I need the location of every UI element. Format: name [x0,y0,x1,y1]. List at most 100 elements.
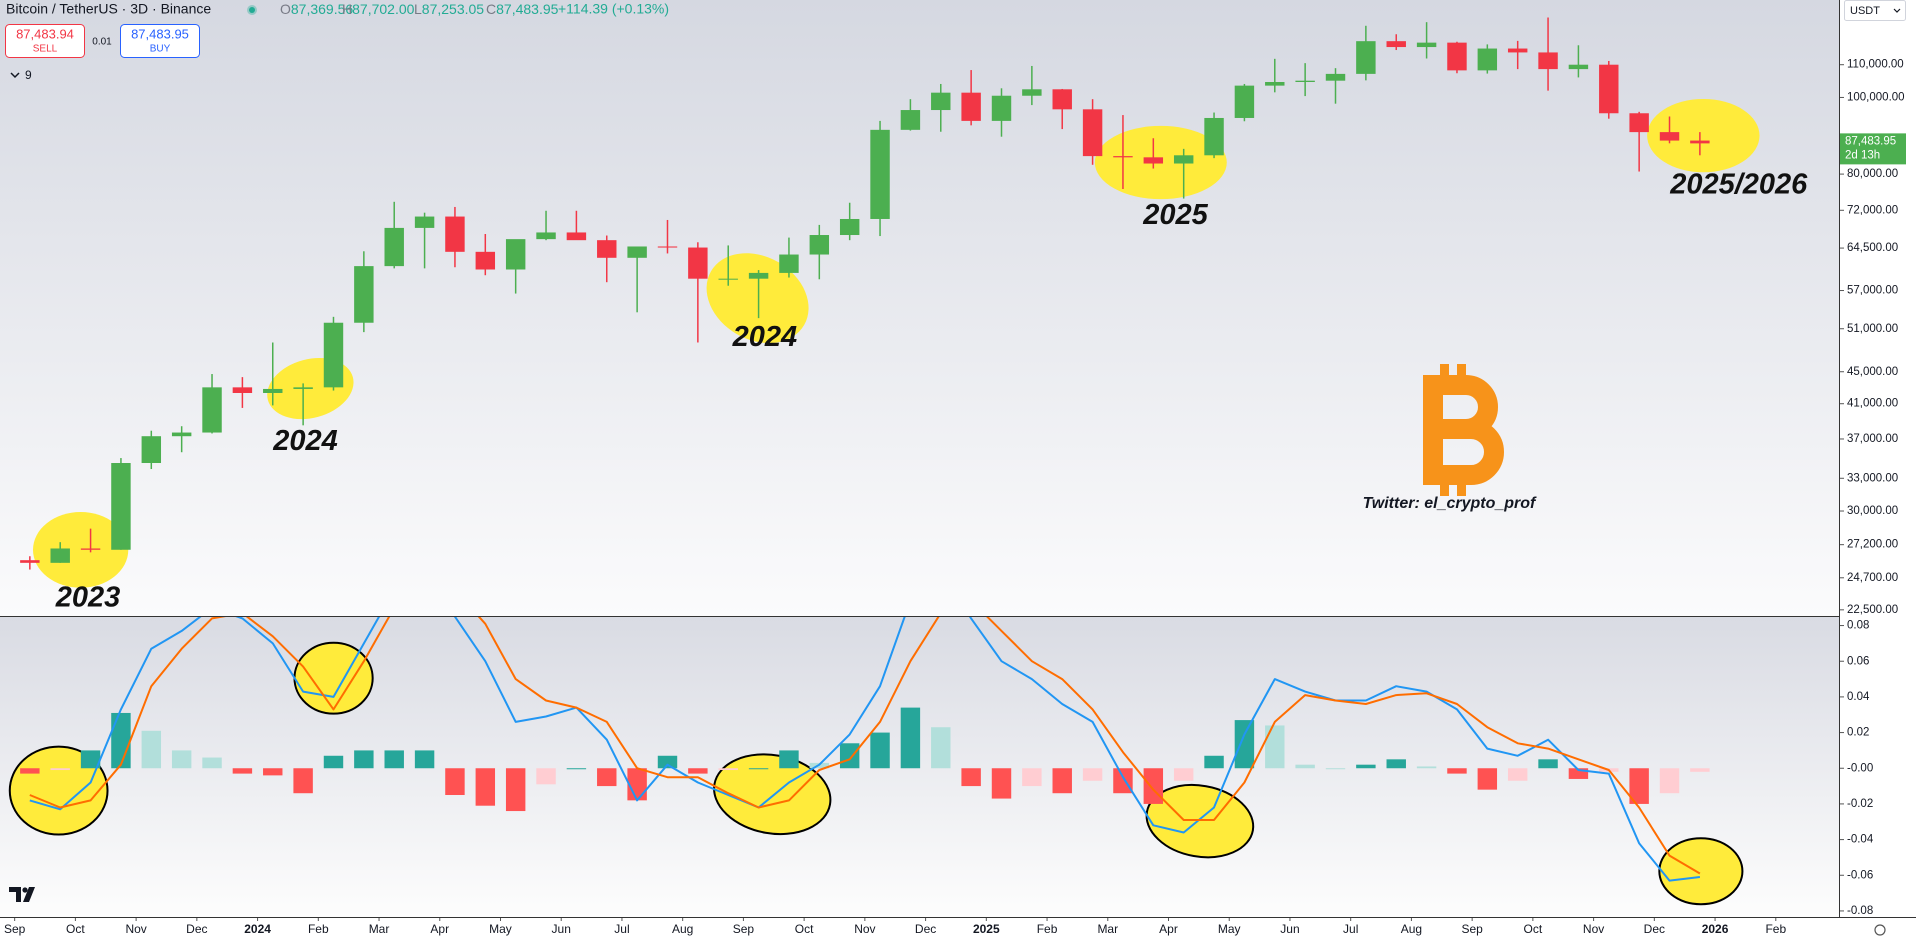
sell-label[interactable]: SELL [33,44,58,55]
ohlc-value: 87,702.00 [352,1,414,17]
y-tick-label: 57,000.00 [1847,285,1898,297]
candle-body [1477,48,1498,71]
histogram-bar [414,750,435,769]
y-tick-label: 27,200.00 [1847,539,1898,551]
price-plot [20,17,1760,588]
histogram-bar [1295,764,1315,769]
y-tick-label: -0.08 [1847,905,1873,917]
ohlc-value: 87,483.95 [496,1,558,17]
candle-body [323,322,344,388]
highlight-ellipse [32,511,129,588]
histogram-bar [354,750,374,769]
ohlc-low: L87,253.05 [414,1,484,17]
candle-body [1629,113,1649,133]
y-tick-label: -0.04 [1847,834,1874,846]
y-tick-label: 64,500.00 [1847,242,1898,254]
sell-price[interactable]: 87,483.94 [16,26,74,41]
x-tick-label: Apr [1159,922,1178,936]
annotation-label: 2025/2026 [1669,168,1808,200]
x-tick-label: Aug [672,922,693,936]
candle-body [141,436,162,464]
histogram-bar [1538,759,1558,769]
x-tick-label: Sep [4,922,26,936]
histogram-bar [475,768,496,806]
logo-tick [1440,478,1449,496]
y-tick-label: 0.04 [1847,691,1870,703]
histogram-bar [566,768,587,770]
candle-body [991,95,1012,121]
currency-box[interactable] [1844,0,1906,21]
histogram-bar [1477,768,1498,790]
histogram-bar [293,768,313,794]
x-tick-label: Jul [614,922,629,936]
tv-logo-dot [22,887,28,893]
x-tick-label: Nov [1583,922,1604,936]
buy-price[interactable]: 87,483.95 [131,26,189,41]
tv-logo [9,887,35,902]
macd-plot [8,617,1744,906]
histogram-bar [20,768,40,774]
watermark: Twitter: el_crypto_prof [1363,495,1537,512]
symbol-title: Bitcoin / TetherUS · 3D · Binance [6,1,211,17]
candle-body [1356,41,1376,74]
histogram-bar [232,768,253,774]
x-tick-label: Dec [915,922,936,936]
ohlc-key: L [414,1,422,17]
histogram-bar [991,768,1012,799]
candle-body [354,266,374,323]
x-tick-label: Nov [854,922,875,936]
annotation-label: 2023 [55,581,121,613]
histogram-bar [1082,768,1103,781]
histogram-bar [1113,768,1133,794]
currency-label[interactable]: USDT [1850,5,1880,17]
currency-button[interactable]: USDT [1844,0,1906,21]
histogram-bar [1265,725,1285,769]
histogram-bar [384,750,404,769]
x-tick-label: Oct [66,922,85,936]
y-tick-label: 30,000.00 [1847,505,1898,517]
histogram-bar [202,757,222,769]
x-tick-label: Feb [308,922,329,936]
sell-button[interactable]: 87,483.94 SELL [5,24,85,58]
histogram-bar [323,755,344,769]
y-tick-label: -0.00 [1847,762,1873,774]
x-tick-label: Jun [1280,922,1299,936]
x-tick-label: Oct [795,922,814,936]
settings-icon[interactable] [1874,924,1886,936]
histogram-bar [961,768,981,787]
histogram-bar [50,768,70,771]
candle-body [627,246,647,258]
x-tick-label: May [1218,922,1241,936]
collapse-chevron[interactable] [10,72,20,79]
indicator-count[interactable]: 9 [25,68,32,82]
sell-box[interactable] [5,24,85,58]
buy-box[interactable] [120,24,200,58]
highlight-circle [1658,837,1744,906]
quantity[interactable]: 0.01 [92,37,112,48]
candle-body [1173,155,1194,164]
logo-tick [1457,478,1466,496]
ohlc-key: C [486,1,496,17]
buy-button[interactable]: 87,483.95 BUY [120,24,200,58]
candle-body [171,432,192,437]
x-tick-label: Aug [1401,922,1422,936]
ohlc-key: O [280,1,291,17]
candle-body [1690,140,1710,144]
candle-body [870,129,890,219]
candle-body [1416,42,1437,48]
candle-body [688,247,708,279]
x-tick-label: Feb [1037,922,1058,936]
candle-body [657,246,678,248]
x-tick-label: Oct [1524,922,1543,936]
annotation-label: 2024 [732,321,798,353]
histogram-bar [839,743,860,769]
candle-body [1325,73,1346,81]
candle-body [1447,42,1467,71]
histogram-bar [718,768,738,771]
candle-body [1386,41,1406,48]
currency-chevron[interactable] [1893,8,1901,13]
logo-b [1423,375,1504,485]
candle-body [1234,85,1255,118]
ohlc-value: 87,253.05 [422,1,484,17]
buy-label[interactable]: BUY [150,44,171,55]
